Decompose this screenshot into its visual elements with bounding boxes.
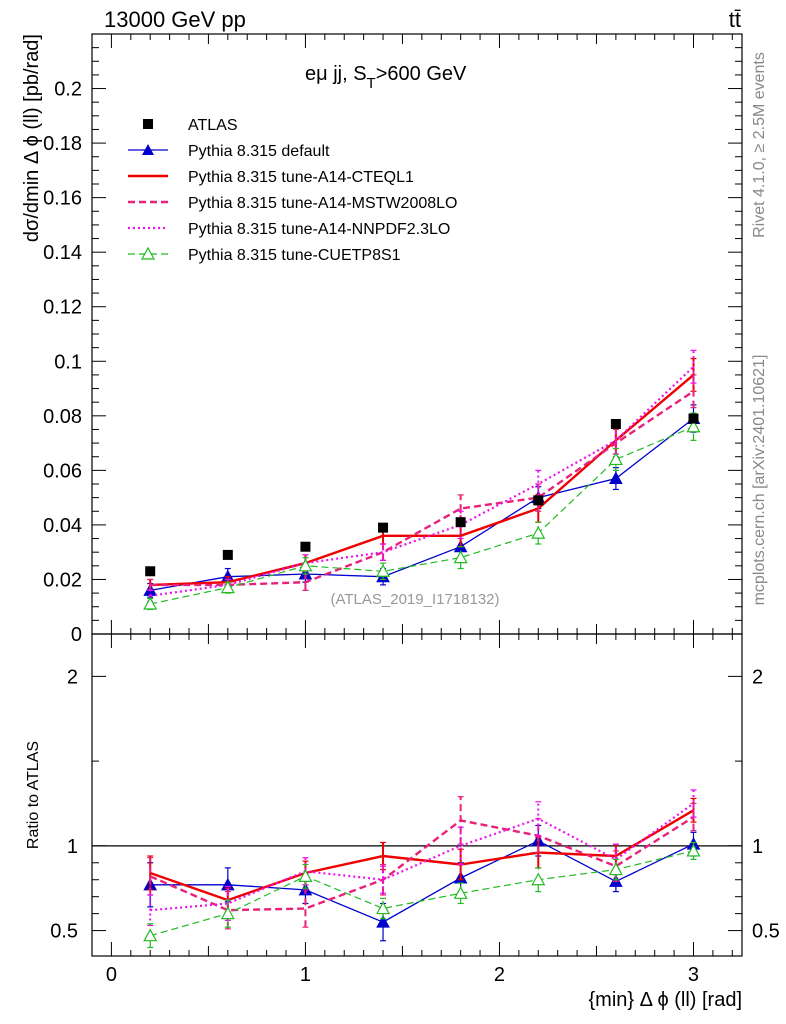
y-axis-label: dσ/dmin Δ ϕ (ll) [pb/rad] <box>21 34 43 242</box>
y-tick-label: 0 <box>71 624 82 646</box>
legend-label: Pythia 8.315 tune-A14-NNPDF2.3LO <box>188 221 450 238</box>
data-point-marker <box>686 843 701 857</box>
atlas-data-point <box>378 522 389 533</box>
mcplots-label: mcplots.cern.ch [arXiv:2401.10621] <box>751 355 768 606</box>
ratio-tick-label: 1 <box>67 836 78 858</box>
legend-marker <box>140 246 156 260</box>
ratio-tick-label: 2 <box>67 666 78 688</box>
legend-label: Pythia 8.315 tune-CUETP8S1 <box>188 247 401 264</box>
ratio-panel-frame <box>91 633 743 957</box>
atlas-data-point <box>455 517 466 528</box>
x-tick-label: 1 <box>300 964 311 986</box>
data-point-marker <box>609 471 623 485</box>
series-line <box>149 809 695 902</box>
data-point-marker <box>686 419 701 433</box>
ratio-series-pythia-8-315-tune-a14-mstw2008lo <box>147 796 697 930</box>
atlas-data-point <box>145 566 156 577</box>
data-point-marker <box>298 558 313 572</box>
y-tick-label: 0.08 <box>43 406 82 428</box>
legend-marker <box>142 144 154 155</box>
chart-title-sub: T <box>367 75 376 92</box>
series-line <box>150 802 695 912</box>
y-tick-label: 0.1 <box>54 351 82 373</box>
ratio-tick-label: 0.5 <box>50 921 78 943</box>
y-tick-label: 0.16 <box>43 188 82 210</box>
main-series-pythia-8-315-tune-cuetp8s1 <box>143 412 701 611</box>
main-panel-series <box>143 349 701 611</box>
x-tick-label: 3 <box>688 964 699 986</box>
x-axis-label: {min} Δ ϕ (ll) [rad] <box>589 989 743 1011</box>
series-line <box>150 840 694 923</box>
legend: ATLAS Pythia 8.315 default Pythia 8.315 tu… <box>128 117 457 264</box>
series-line <box>150 426 694 605</box>
chart-title-main: eμ jj, S <box>305 63 367 85</box>
data-point-marker <box>453 550 468 564</box>
main-panel-data <box>145 413 699 577</box>
legend-label: Pythia 8.315 tune-A14-MSTW2008LO <box>188 195 457 212</box>
atlas-data-point <box>610 419 621 429</box>
chart-title: eμ jj, ST>600 GeV <box>305 63 467 92</box>
rivet-version-label: Rivet 4.1.0, ≥ 2.5M events <box>751 52 768 238</box>
y-tick-label: 0.06 <box>43 460 82 482</box>
series-line <box>150 417 694 592</box>
data-point-marker <box>298 869 313 882</box>
y-tick-label: 0.04 <box>43 515 82 537</box>
data-point-marker <box>220 580 235 594</box>
atlas-data-point <box>688 413 699 424</box>
data-point-marker <box>608 862 623 876</box>
data-point-marker <box>143 596 158 610</box>
y-tick-label: 0.12 <box>43 297 82 319</box>
series-line <box>150 850 694 937</box>
data-point-marker <box>608 452 623 466</box>
header-collider: 13000 GeV pp <box>104 7 246 32</box>
data-point-marker <box>220 906 235 920</box>
legend-label-atlas: ATLAS <box>188 117 238 134</box>
data-point-marker <box>531 525 546 539</box>
data-point-marker <box>376 915 390 928</box>
y-tick-label: 0.18 <box>43 133 82 155</box>
x-tick-label: 2 <box>494 964 505 986</box>
ratio-series-pythia-8-315-tune-a14-nnpdf2-3lo <box>147 789 697 927</box>
data-point-marker <box>143 928 158 942</box>
data-point-marker <box>453 886 468 899</box>
series-line <box>150 365 695 597</box>
y-tick-label: 0.02 <box>43 569 82 591</box>
ratio-tick-label-right: 0.5 <box>752 921 780 943</box>
atlas-data-point <box>222 549 233 560</box>
atlas-data-point <box>300 541 311 552</box>
chart-title-tail: >600 GeV <box>376 63 467 85</box>
ratio-y-axis-label: Ratio to ATLAS <box>25 741 42 849</box>
legend-label: Pythia 8.315 default <box>188 143 330 160</box>
data-point-marker <box>376 564 391 577</box>
analysis-tag: (ATLAS_2019_I1718132) <box>330 591 499 608</box>
y-tick-label: 0.2 <box>54 79 82 101</box>
legend-label: Pythia 8.315 tune-A14-CTEQL1 <box>188 169 414 186</box>
y-tick-label: 0.14 <box>43 242 82 264</box>
ratio-tick-label-right: 2 <box>752 666 763 688</box>
axis-ticks: 0 1 2 3 0 0.02 0.04 0.06 0.08 0.1 0.12 0.14 0.16 0.18… <box>43 34 780 986</box>
data-point-marker <box>531 872 546 886</box>
legend-marker-atlas <box>143 119 153 129</box>
ratio-panel-series <box>143 789 701 949</box>
ratio-series-pythia-8-315-tune-cuetp8s1 <box>143 841 701 949</box>
ratio-series-pythia-8-315-tune-a14-cteql1 <box>147 797 697 913</box>
data-point-marker <box>376 901 391 915</box>
atlas-data-point <box>533 495 544 506</box>
ratio-tick-label-right: 1 <box>752 836 763 858</box>
header-process: tt̄ <box>729 7 741 32</box>
x-tick-label: 0 <box>106 964 117 986</box>
